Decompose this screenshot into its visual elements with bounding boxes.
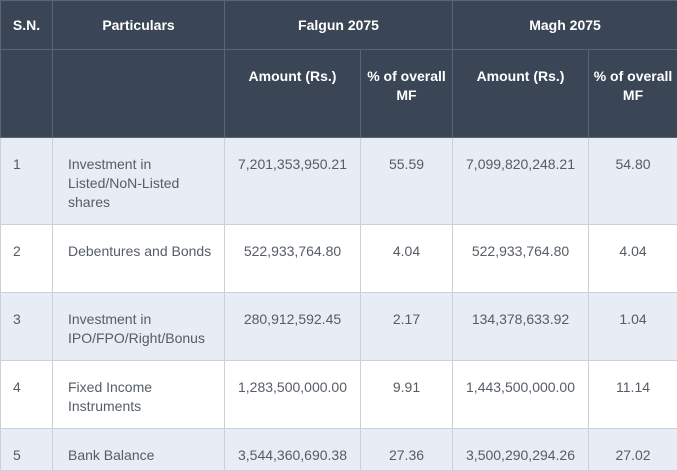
cell-particular: Bank Balance xyxy=(53,429,225,471)
cell-magh-amount: 1,443,500,000.00 xyxy=(453,361,589,429)
cell-sn: 2 xyxy=(1,225,53,293)
cell-sn: 5 xyxy=(1,429,53,471)
table-row: 5 Bank Balance 3,544,360,690.38 27.36 3,… xyxy=(1,429,677,471)
header-row-sub: Amount (Rs.) % of overall MF Amount (Rs.… xyxy=(1,50,677,138)
header-row-top: S.N. Particulars Falgun 2075 Magh 2075 xyxy=(1,1,677,50)
table-row: 2 Debentures and Bonds 522,933,764.80 4.… xyxy=(1,225,677,293)
header-magh-amount: Amount (Rs.) xyxy=(453,50,589,138)
cell-magh-amount: 7,099,820,248.21 xyxy=(453,138,589,225)
cell-falgun-pct: 2.17 xyxy=(361,293,453,361)
header-blank-sn xyxy=(1,50,53,138)
header-falgun-amount: Amount (Rs.) xyxy=(225,50,361,138)
cell-magh-amount: 522,933,764.80 xyxy=(453,225,589,293)
header-blank-particulars xyxy=(53,50,225,138)
cell-magh-amount: 134,378,633.92 xyxy=(453,293,589,361)
header-falgun: Falgun 2075 xyxy=(225,1,453,50)
cell-falgun-pct: 4.04 xyxy=(361,225,453,293)
cell-particular: Fixed Income Instruments xyxy=(53,361,225,429)
cell-particular: Investment in Listed/NoN-Listed shares xyxy=(53,138,225,225)
cell-falgun-amount: 522,933,764.80 xyxy=(225,225,361,293)
cell-magh-pct: 11.14 xyxy=(589,361,677,429)
cell-magh-pct: 27.02 xyxy=(589,429,677,471)
header-particulars: Particulars xyxy=(53,1,225,50)
cell-falgun-amount: 280,912,592.45 xyxy=(225,293,361,361)
table-row: 4 Fixed Income Instruments 1,283,500,000… xyxy=(1,361,677,429)
cell-magh-pct: 4.04 xyxy=(589,225,677,293)
cell-sn: 4 xyxy=(1,361,53,429)
cell-falgun-amount: 3,544,360,690.38 xyxy=(225,429,361,471)
header-magh-pct: % of overall MF xyxy=(589,50,677,138)
cell-magh-pct: 54.80 xyxy=(589,138,677,225)
cell-falgun-pct: 9.91 xyxy=(361,361,453,429)
cell-sn: 3 xyxy=(1,293,53,361)
table-row: 3 Investment in IPO/FPO/Right/Bonus 280,… xyxy=(1,293,677,361)
cell-falgun-pct: 27.36 xyxy=(361,429,453,471)
cell-particular: Investment in IPO/FPO/Right/Bonus xyxy=(53,293,225,361)
cell-particular: Debentures and Bonds xyxy=(53,225,225,293)
cell-magh-amount: 3,500,290,294.26 xyxy=(453,429,589,471)
cell-falgun-amount: 1,283,500,000.00 xyxy=(225,361,361,429)
cell-falgun-pct: 55.59 xyxy=(361,138,453,225)
table-body: 1 Investment in Listed/NoN-Listed shares… xyxy=(1,138,677,471)
header-magh: Magh 2075 xyxy=(453,1,677,50)
table-header: S.N. Particulars Falgun 2075 Magh 2075 A… xyxy=(1,1,677,138)
header-falgun-pct: % of overall MF xyxy=(361,50,453,138)
header-sn: S.N. xyxy=(1,1,53,50)
cell-falgun-amount: 7,201,353,950.21 xyxy=(225,138,361,225)
table-row: 1 Investment in Listed/NoN-Listed shares… xyxy=(1,138,677,225)
cell-sn: 1 xyxy=(1,138,53,225)
cell-magh-pct: 1.04 xyxy=(589,293,677,361)
